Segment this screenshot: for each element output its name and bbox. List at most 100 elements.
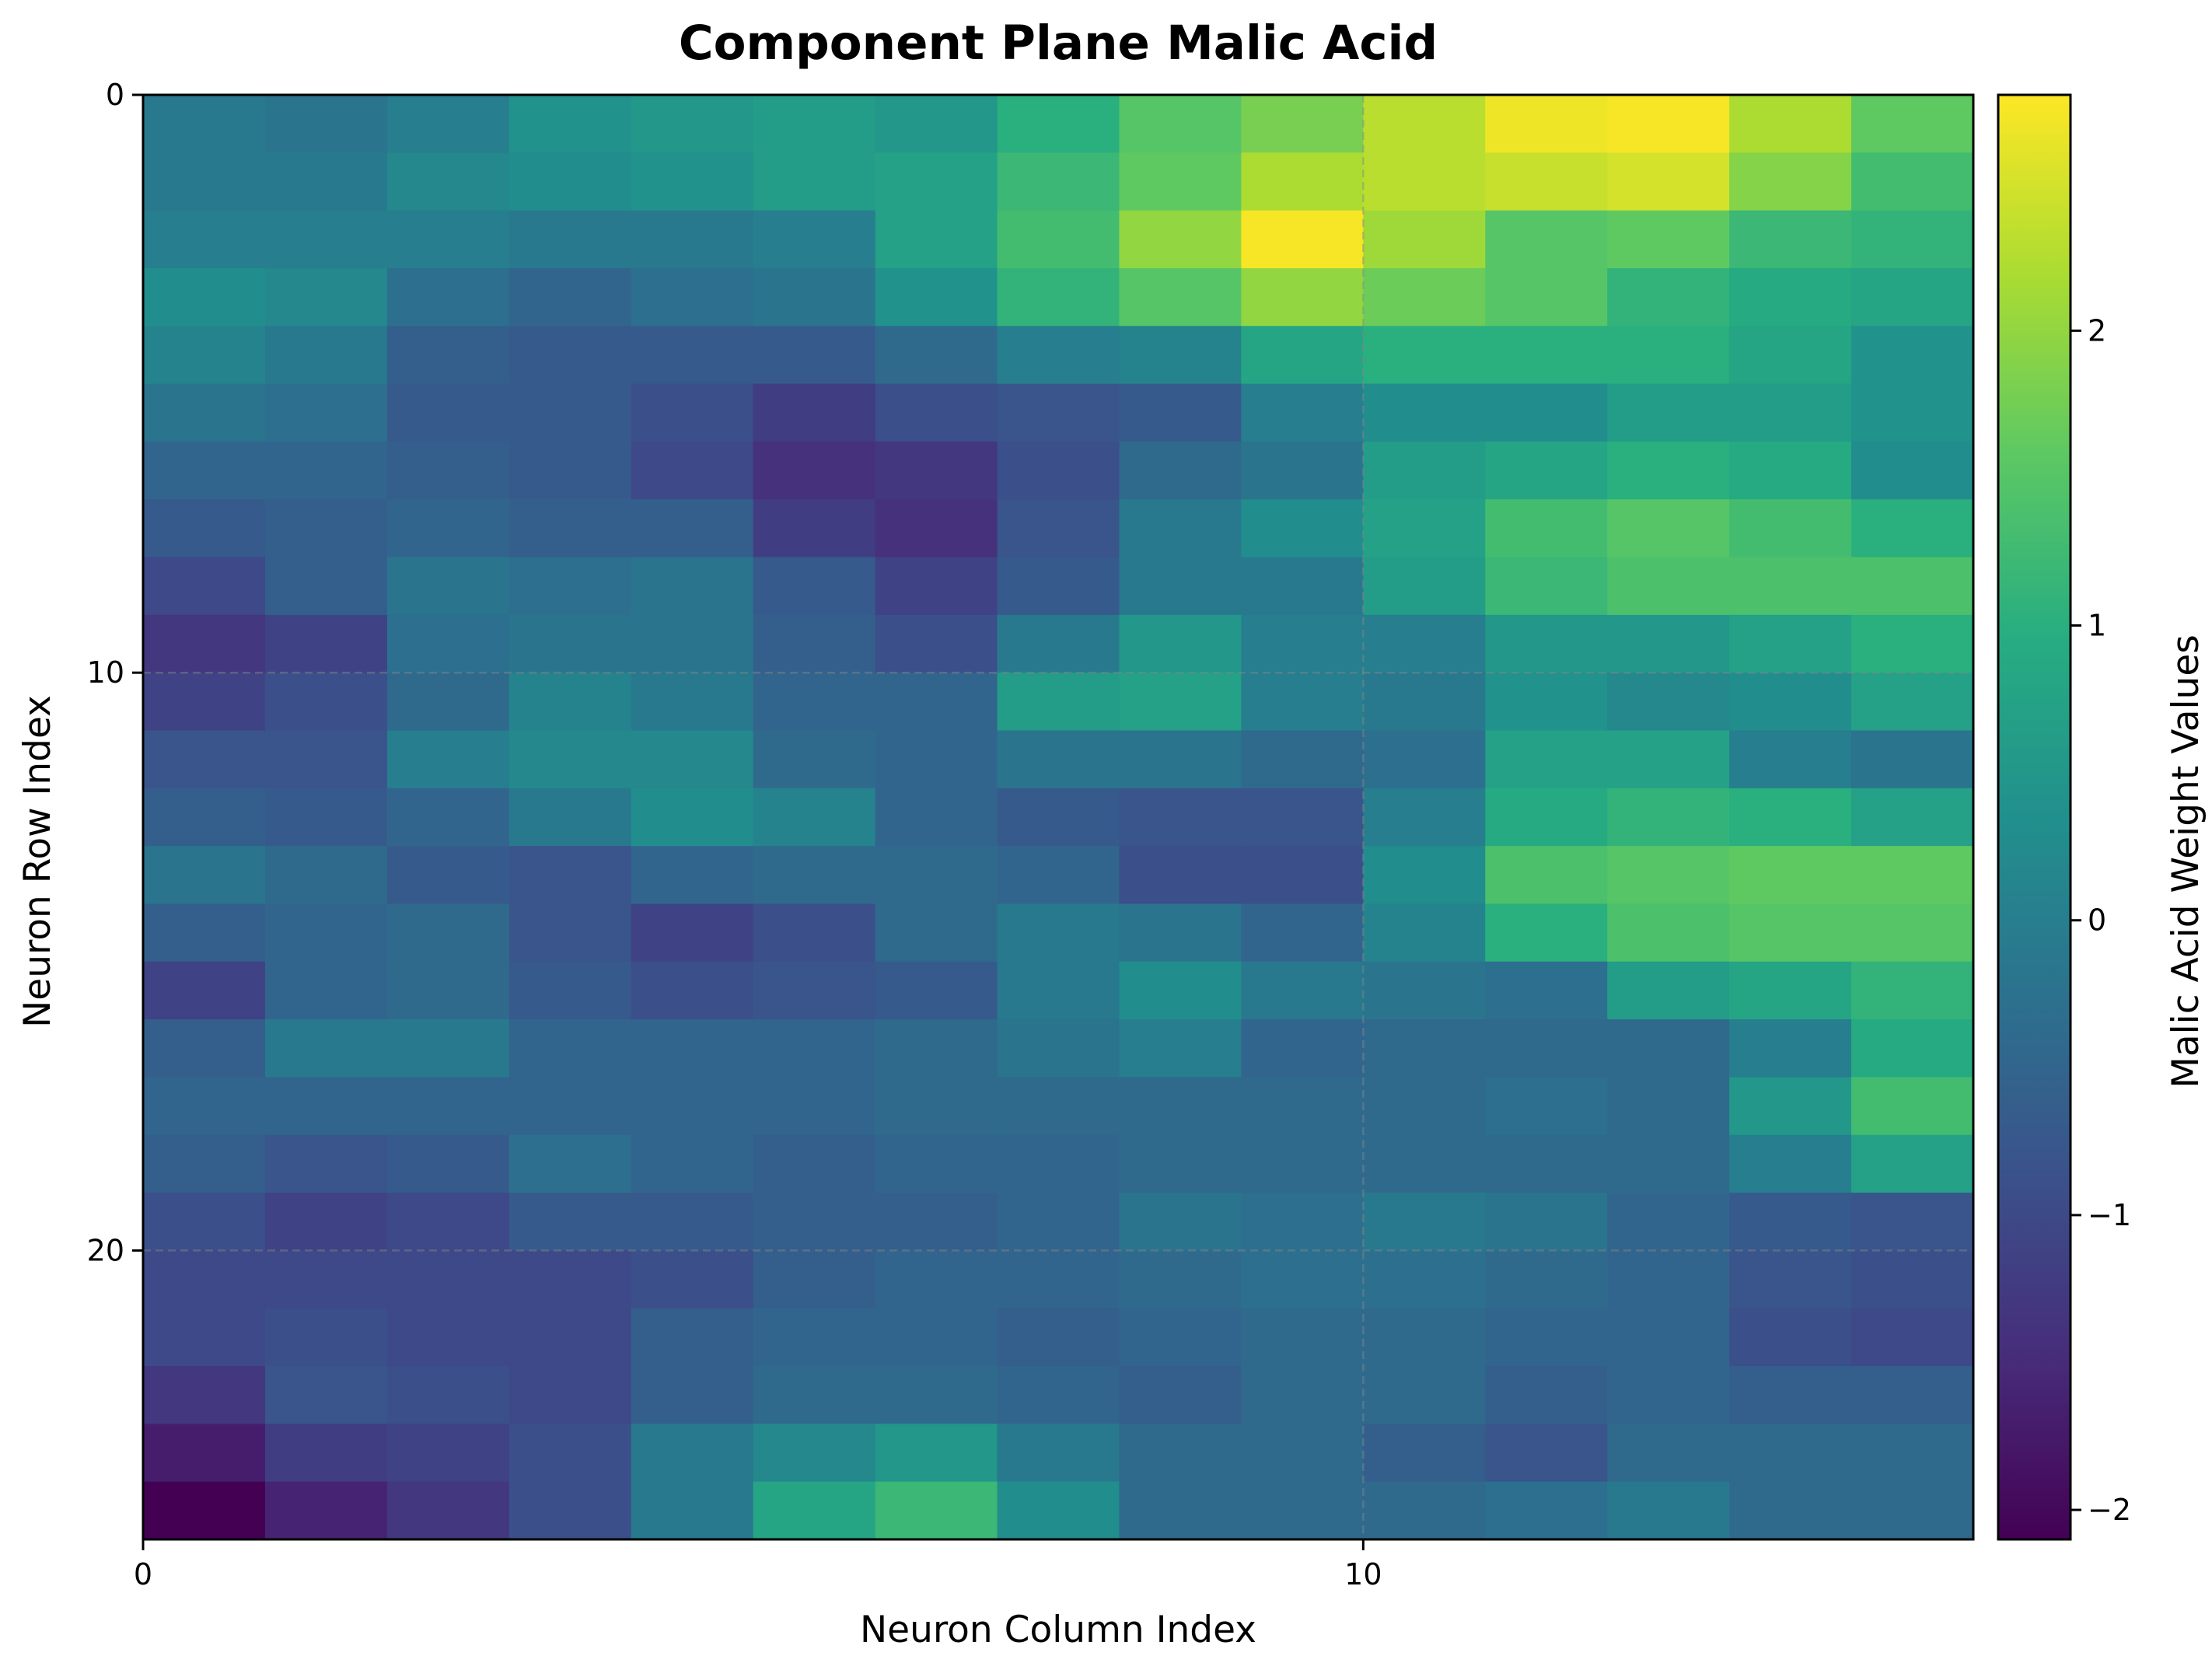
heatmap-cell — [508, 1250, 632, 1309]
colorbar-tick-label: 0 — [2088, 903, 2106, 938]
heatmap-cell — [1607, 903, 1730, 963]
heatmap-cell — [1851, 383, 1974, 442]
heatmap-cell — [1485, 557, 1608, 616]
heatmap-cell — [264, 499, 388, 558]
heatmap-cell — [386, 1019, 510, 1078]
heatmap-cell — [875, 1250, 998, 1309]
heatmap-cell — [1241, 961, 1364, 1020]
heatmap-cell — [1241, 846, 1364, 905]
heatmap-cell — [1363, 95, 1486, 153]
heatmap-cell — [631, 903, 754, 963]
heatmap-cell — [875, 961, 998, 1020]
heatmap-cell — [1485, 1481, 1608, 1540]
heatmap-cell — [1485, 1250, 1608, 1309]
heatmap-cell — [508, 152, 632, 211]
heatmap-cell — [1729, 267, 1852, 327]
heatmap-cell — [143, 961, 266, 1020]
heatmap-cell — [1607, 1019, 1730, 1078]
heatmap-cell — [143, 903, 266, 963]
heatmap-cell — [1241, 499, 1364, 558]
heatmap-cell — [753, 557, 876, 616]
heatmap-cell — [1485, 846, 1608, 905]
heatmap-cell — [1485, 1077, 1608, 1136]
heatmap-cell — [1119, 441, 1242, 500]
heatmap-cell — [1729, 614, 1852, 673]
heatmap-cell — [1241, 1134, 1364, 1193]
heatmap-cell — [1851, 1193, 1974, 1251]
colorbar-gradient — [1997, 93, 2072, 1541]
colorbar-tick-label: −2 — [2088, 1493, 2131, 1527]
heatmap-cell — [631, 1134, 754, 1193]
heatmap-cell — [875, 1366, 998, 1424]
heatmap-cell — [1729, 95, 1852, 153]
heatmap-cell — [997, 1481, 1120, 1540]
heatmap-cell — [1241, 1193, 1364, 1251]
heatmap-cell — [143, 557, 266, 616]
heatmap-cell — [143, 1134, 266, 1193]
heatmap-cell — [875, 1424, 998, 1483]
heatmap-cell — [1241, 557, 1364, 616]
heatmap-cell — [1241, 1077, 1364, 1136]
colorbar: −2 −1 0 1 2 — [1997, 93, 2131, 1541]
heatmap-cell — [508, 95, 632, 153]
heatmap-cell — [1241, 673, 1364, 732]
heatmap-cell — [1851, 152, 1974, 211]
heatmap-cell — [1607, 499, 1730, 558]
heatmap-cell — [143, 1019, 266, 1078]
heatmap-cell — [1729, 152, 1852, 211]
heatmap-cell — [1729, 846, 1852, 905]
heatmap-cell — [997, 1308, 1120, 1367]
heatmap-cell — [386, 1366, 510, 1424]
heatmap-cell — [1363, 267, 1486, 327]
heatmap-cell — [264, 557, 388, 616]
heatmap-cell — [1119, 846, 1242, 905]
heatmap-cell — [264, 326, 388, 385]
heatmap-cell — [386, 846, 510, 905]
heatmap-cell — [753, 1481, 876, 1540]
heatmap-cell — [631, 673, 754, 732]
heatmap-cell — [1485, 673, 1608, 732]
heatmap-cell — [875, 1308, 998, 1367]
heatmap-cell — [1607, 1077, 1730, 1136]
heatmap-cell — [143, 152, 266, 211]
heatmap-cell — [386, 267, 510, 327]
heatmap-cell — [508, 788, 632, 847]
heatmap-cell — [1363, 730, 1486, 789]
heatmap-cell — [1363, 1077, 1486, 1136]
heatmap-cell — [1363, 557, 1486, 616]
heatmap-cell — [1119, 1308, 1242, 1367]
heatmap-cell — [1729, 673, 1852, 732]
heatmap-cell — [143, 326, 266, 385]
heatmap-cell — [143, 210, 266, 269]
chart-title: Component Plane Malic Acid — [679, 16, 1438, 71]
heatmap-cell — [1851, 788, 1974, 847]
heatmap-cell — [1119, 1019, 1242, 1078]
heatmap-cell — [631, 1193, 754, 1251]
heatmap-cell — [1851, 1481, 1974, 1540]
heatmap-cell — [1241, 1424, 1364, 1483]
heatmap-cell — [508, 961, 632, 1020]
heatmap-cell — [1485, 210, 1608, 269]
heatmap-cell — [143, 95, 266, 153]
heatmap-cell — [1485, 1019, 1608, 1078]
heatmap-cell — [1729, 1424, 1852, 1483]
heatmap-cell — [386, 673, 510, 732]
heatmap-cell — [508, 383, 632, 442]
heatmap-cell — [1363, 673, 1486, 732]
heatmap-cell — [1729, 210, 1852, 269]
heatmap-cell — [875, 730, 998, 789]
heatmap-cell — [264, 1366, 388, 1424]
heatmap-cell — [1485, 95, 1608, 153]
y-tick-label: 10 — [87, 655, 124, 690]
heatmap-cell — [386, 499, 510, 558]
heatmap-cell — [875, 210, 998, 269]
heatmap-cell — [386, 903, 510, 963]
heatmap-cell — [1241, 903, 1364, 963]
heatmap-cell — [997, 961, 1120, 1020]
heatmap-cell — [508, 499, 632, 558]
heatmap-cell — [508, 441, 632, 500]
heatmap-cell — [997, 383, 1120, 442]
heatmap-cell — [1729, 1308, 1852, 1367]
heatmap-cell — [1607, 788, 1730, 847]
heatmap-cell — [875, 1193, 998, 1251]
